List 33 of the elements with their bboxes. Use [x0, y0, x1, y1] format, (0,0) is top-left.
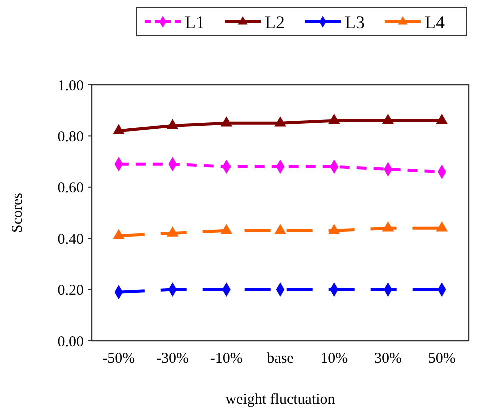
y-tick-label: 0.80 [58, 129, 84, 146]
point [436, 114, 448, 124]
y-tick-label: 1.00 [58, 78, 84, 94]
y-tick-label: 0.20 [58, 283, 84, 300]
point [220, 116, 233, 127]
x-tick-label: 50% [428, 351, 456, 367]
point [382, 114, 394, 124]
point [166, 226, 179, 237]
x-axis-title: weight fluctuation [226, 392, 336, 408]
legend-label: L3 [345, 12, 365, 32]
x-tick-label: base [267, 351, 294, 367]
x-tick-label: -50% [102, 351, 136, 367]
point [436, 222, 448, 232]
y-axis-title: Scores [10, 192, 26, 233]
legend-label: L2 [265, 12, 285, 32]
point [328, 114, 340, 124]
point [328, 224, 340, 234]
x-tick-label: -30% [156, 351, 190, 367]
point [382, 222, 394, 232]
legend-label: L4 [425, 12, 445, 32]
point [113, 124, 125, 134]
legend-label: L1 [185, 12, 205, 32]
y-tick-label: 0.00 [58, 334, 84, 350]
x-tick-label: -10% [210, 351, 243, 367]
y-tick-label: 0.60 [58, 180, 84, 197]
x-tick-label: 10% [320, 351, 348, 367]
y-tick-label: 0.40 [58, 232, 84, 248]
point [274, 116, 286, 127]
point [113, 229, 125, 240]
x-tick-label: 30% [374, 351, 402, 367]
point [166, 119, 179, 130]
point [220, 224, 233, 234]
point [274, 224, 286, 234]
